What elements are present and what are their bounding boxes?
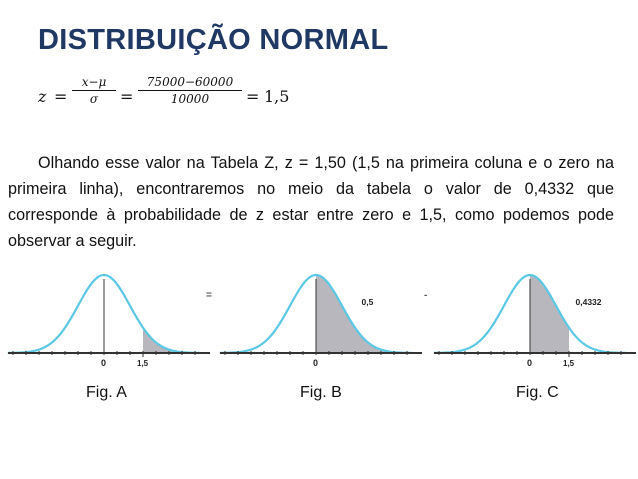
formula-numerator-2: 75000−60000 <box>138 74 242 91</box>
formula-result: 1,5 <box>264 87 290 106</box>
formula-denominator-2: 10000 <box>170 92 210 106</box>
zero-tick-label: 0 <box>313 358 318 368</box>
normal-curve <box>7 273 201 355</box>
area-annotation: 0,4332 <box>576 297 602 307</box>
area-annotation: 0,5 <box>362 297 374 307</box>
shaded-area <box>143 327 195 353</box>
separator-equals: = <box>206 290 212 301</box>
explanation-paragraph: Olhando esse valor na Tabela Z, z = 1,50… <box>8 154 614 250</box>
formula-equals-3: = <box>246 87 260 106</box>
shaded-area <box>316 275 407 353</box>
formula-equals-2: = <box>120 87 134 106</box>
shaded-area <box>530 275 569 353</box>
formula-fraction-1: x−μ σ <box>72 74 116 107</box>
page-title: DISTRIBUIÇÃO NORMAL <box>38 24 389 56</box>
formula-denominator-1: σ <box>89 92 99 106</box>
formula-numerator-1: x−μ <box>72 74 116 91</box>
z-tick-label: 1,5 <box>563 359 575 368</box>
fig-b-label: Fig. B <box>300 384 342 401</box>
fig-a-label: Fig. A <box>86 384 127 401</box>
fig-c-normal-curve: 0 1,5 0,4332 <box>433 273 636 368</box>
zero-tick-label: 0 <box>527 358 532 368</box>
z-tick-label: 1,5 <box>137 359 149 368</box>
fig-a-normal-curve: 0 1,5 <box>7 273 210 368</box>
fig-c-label: Fig. C <box>516 384 559 401</box>
normal-curve <box>219 273 413 355</box>
separator-minus: - <box>424 290 428 301</box>
zero-tick-label: 0 <box>101 358 106 368</box>
normal-curve <box>433 273 627 355</box>
formula-lhs: z <box>38 87 47 106</box>
formula-equals-1: = <box>54 87 68 106</box>
formula-fraction-2: 75000−60000 10000 <box>138 74 242 107</box>
fig-b-normal-curve: 00,5 <box>219 273 422 368</box>
